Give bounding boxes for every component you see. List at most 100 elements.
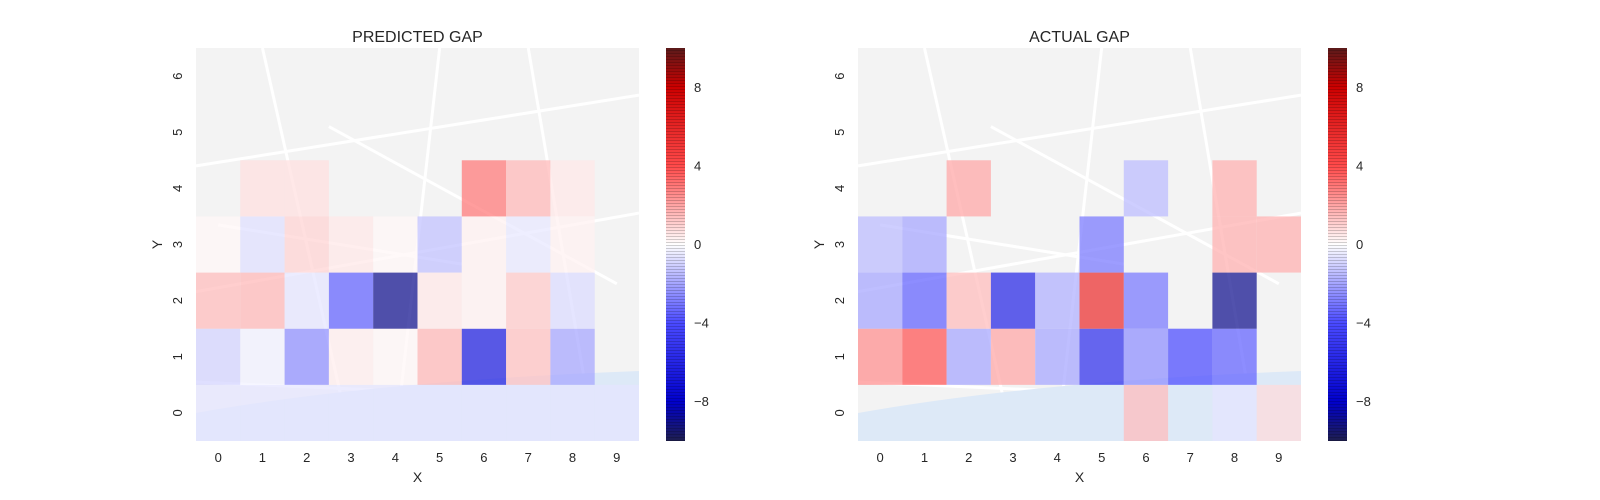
heatmap-cell xyxy=(550,384,595,441)
colorbar: 8 4 0 −4 −8 xyxy=(1328,48,1371,441)
heatmap-cells xyxy=(858,160,1301,441)
heatmap-cell xyxy=(1256,216,1301,273)
y-tick-label: 0 xyxy=(832,409,847,416)
heatmap-cell xyxy=(1168,328,1213,385)
colorbar-tick-label: −4 xyxy=(1356,316,1371,331)
predicted-gap-panel: PREDICTED GAP 0 1 2 3 4 5 6 7 8 9 0 1 2 3 4 5 6 X Y 8 4 0 −4 −8 xyxy=(149,29,709,485)
x-tick-label: 8 xyxy=(1231,450,1238,465)
heatmap-cell xyxy=(1212,216,1257,273)
y-tick-label: 1 xyxy=(832,353,847,360)
x-tick-label: 8 xyxy=(569,450,576,465)
y-tick-label: 1 xyxy=(170,353,185,360)
x-tick-label: 9 xyxy=(1275,450,1282,465)
heatmap-cell xyxy=(1123,160,1169,217)
y-axis-label: Y xyxy=(811,239,827,249)
heatmap-cell xyxy=(550,160,595,217)
x-tick-label: 9 xyxy=(613,450,620,465)
x-axis-label: X xyxy=(1075,469,1085,485)
x-axis-label: X xyxy=(413,469,423,485)
heatmap-cell xyxy=(284,328,329,385)
colorbar-tick-label: 8 xyxy=(1356,80,1363,95)
heatmap-cell xyxy=(284,160,329,217)
heatmap-cell xyxy=(328,384,374,441)
heatmap-cell xyxy=(506,328,551,385)
heatmap-cell xyxy=(461,216,507,273)
heatmap-cell xyxy=(902,328,947,385)
heatmap-cell xyxy=(990,328,1036,385)
heatmap-cell xyxy=(1256,384,1301,441)
heatmap-cell xyxy=(284,384,329,441)
y-tick-label: 6 xyxy=(832,72,847,79)
heatmap-cell xyxy=(373,272,418,329)
colorbar-tick-label: 4 xyxy=(694,158,701,173)
heatmap-cell xyxy=(1212,328,1257,385)
x-tick-label: 0 xyxy=(215,450,222,465)
heatmap-cell xyxy=(196,272,241,329)
chart-title: PREDICTED GAP xyxy=(352,29,483,46)
heatmap-cell xyxy=(328,272,374,329)
x-tick-label: 5 xyxy=(436,450,443,465)
heatmap-cell xyxy=(858,328,903,385)
heatmap-cell xyxy=(1079,216,1124,273)
heatmap-cell xyxy=(240,160,285,217)
x-tick-label: 4 xyxy=(392,450,399,465)
colorbar-tick-label: −4 xyxy=(694,316,709,331)
x-tick-label: 0 xyxy=(876,450,883,465)
y-tick-label: 3 xyxy=(832,241,847,248)
colorbar: 8 4 0 −4 −8 xyxy=(666,48,709,441)
heatmap-cell xyxy=(240,216,285,273)
colorbar-tick-label: −8 xyxy=(1356,394,1371,409)
heatmap-cell xyxy=(240,328,285,385)
heatmap-cell xyxy=(1035,272,1080,329)
heatmap-cell xyxy=(594,384,639,441)
colorbar-tick-label: 8 xyxy=(694,80,701,95)
heatmap-cell xyxy=(196,216,241,273)
y-tick-label: 2 xyxy=(170,297,185,304)
heatmap-cell xyxy=(461,272,507,329)
y-tick-label: 4 xyxy=(832,185,847,192)
heatmap-cell xyxy=(417,328,462,385)
x-tick-label: 4 xyxy=(1054,450,1061,465)
heatmap-cell xyxy=(1123,328,1169,385)
heatmap-cell xyxy=(196,328,241,385)
heatmap-cell xyxy=(461,160,507,217)
heatmap-cell xyxy=(506,272,551,329)
colorbar-tick-label: 4 xyxy=(1356,158,1363,173)
heatmap-cell xyxy=(373,216,418,273)
heatmap-cell xyxy=(373,328,418,385)
heatmap-cell xyxy=(284,216,329,273)
actual-gap-panel: ACTUAL GAP 0 1 2 3 4 5 6 7 8 9 0 1 2 3 4 5 6 X Y 8 4 0 −4 −8 xyxy=(811,29,1371,485)
heatmap-cell xyxy=(550,216,595,273)
y-tick-label: 3 xyxy=(170,241,185,248)
river-shape xyxy=(858,371,1301,441)
heatmap-cell xyxy=(1079,328,1124,385)
x-tick-label: 5 xyxy=(1098,450,1105,465)
x-tick-label: 6 xyxy=(480,450,487,465)
heatmap-cell xyxy=(240,384,285,441)
heatmap-cell xyxy=(902,272,947,329)
chart-title: ACTUAL GAP xyxy=(1029,29,1130,46)
heatmap-cell xyxy=(990,272,1036,329)
y-tick-label: 0 xyxy=(170,409,185,416)
y-tick-label: 6 xyxy=(170,72,185,79)
heatmap-cell xyxy=(858,272,903,329)
x-tick-label: 7 xyxy=(1187,450,1194,465)
x-tick-label: 1 xyxy=(921,450,928,465)
heatmap-cell xyxy=(550,272,595,329)
x-tick-label: 2 xyxy=(965,450,972,465)
heatmap-cell xyxy=(1212,272,1257,329)
y-tick-label: 5 xyxy=(832,129,847,136)
heatmap-cell xyxy=(284,272,329,329)
colorbar-tick-label: 0 xyxy=(1356,237,1363,252)
heatmap-cell xyxy=(946,160,991,217)
heatmap-cell xyxy=(858,216,903,273)
x-tick-label: 6 xyxy=(1142,450,1149,465)
heatmap-cell xyxy=(196,384,241,441)
heatmap-cell xyxy=(1212,160,1257,217)
heatmap-cell xyxy=(1212,384,1257,441)
colorbar-tick-label: −8 xyxy=(694,394,709,409)
heatmap-cell xyxy=(946,328,991,385)
heatmap-cell xyxy=(946,272,991,329)
heatmap-cell xyxy=(550,328,595,385)
heatmap-cell xyxy=(373,384,418,441)
